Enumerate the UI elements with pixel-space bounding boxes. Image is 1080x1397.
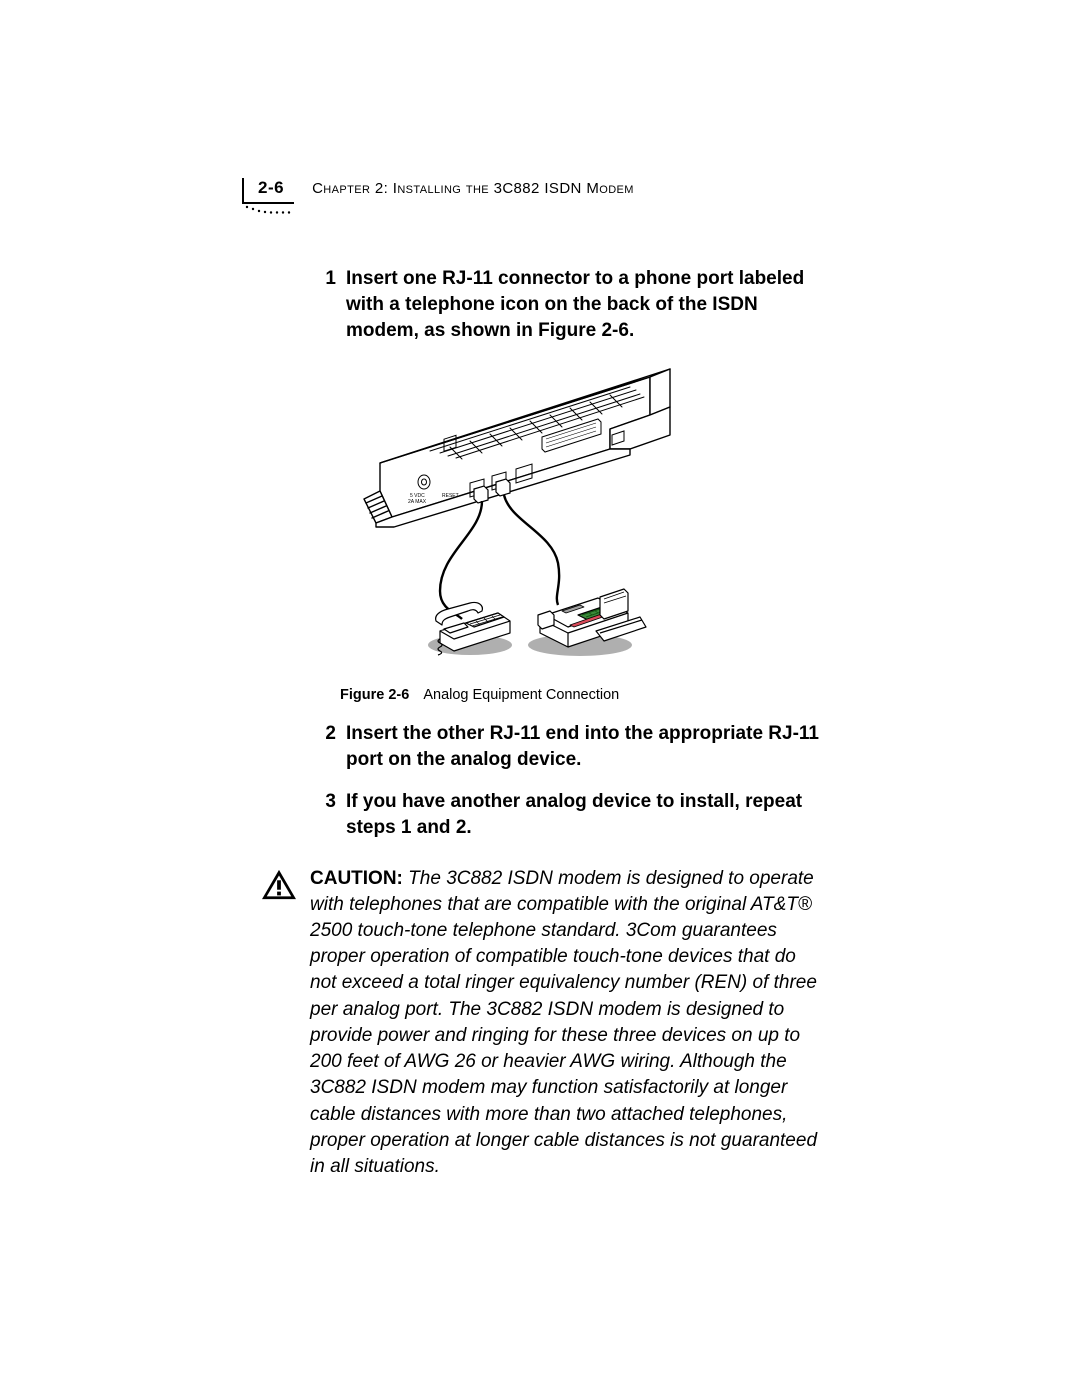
step-item: 1 Insert one RJ-11 connector to a phone … <box>310 266 827 345</box>
figure-illustration: 5 VDC 2A MAX RESET <box>340 363 700 663</box>
caution-body: The 3C882 ISDN modem is designed to oper… <box>310 868 817 1177</box>
caution-icon <box>260 868 298 1181</box>
figure-caption-text: Analog Equipment Connection <box>423 687 619 703</box>
figure-caption-label: Figure 2-6 <box>340 687 409 703</box>
step-number: 3 <box>310 789 336 841</box>
chapter-title: Chapter 2: Installing the 3C882 ISDN Mod… <box>312 180 634 197</box>
page-header: 2-6 Chapter 2: Installing the 3C882 ISDN… <box>0 178 1080 204</box>
page-number: 2-6 <box>258 178 284 197</box>
figure-block: 5 VDC 2A MAX RESET <box>340 363 827 703</box>
page-content: 1 Insert one RJ-11 connector to a phone … <box>0 266 1080 1180</box>
page-number-box: 2-6 <box>242 178 294 204</box>
step-number: 2 <box>310 721 336 773</box>
step-text: Insert one RJ-11 connector to a phone po… <box>346 266 827 345</box>
caution-label: CAUTION: <box>310 868 403 889</box>
figure-caption: Figure 2-6 Analog Equipment Connection <box>340 687 827 703</box>
modem-label-ma: 2A MAX <box>408 499 427 505</box>
caution-block: CAUTION: The 3C882 ISDN modem is designe… <box>260 866 827 1181</box>
step-item: 2 Insert the other RJ-11 end into the ap… <box>310 721 827 773</box>
document-page: 2-6 Chapter 2: Installing the 3C882 ISDN… <box>0 0 1080 1397</box>
step-text: If you have another analog device to ins… <box>346 789 827 841</box>
modem-label-reset: RESET <box>442 493 459 499</box>
step-item: 3 If you have another analog device to i… <box>310 789 827 841</box>
dots-decoration-icon <box>244 204 294 218</box>
step-number: 1 <box>310 266 336 345</box>
caution-text: CAUTION: The 3C882 ISDN modem is designe… <box>310 866 827 1181</box>
step-text: Insert the other RJ-11 end into the appr… <box>346 721 827 773</box>
chapter-title-text: Chapter 2: Installing the 3C882 ISDN Mod… <box>312 180 634 197</box>
